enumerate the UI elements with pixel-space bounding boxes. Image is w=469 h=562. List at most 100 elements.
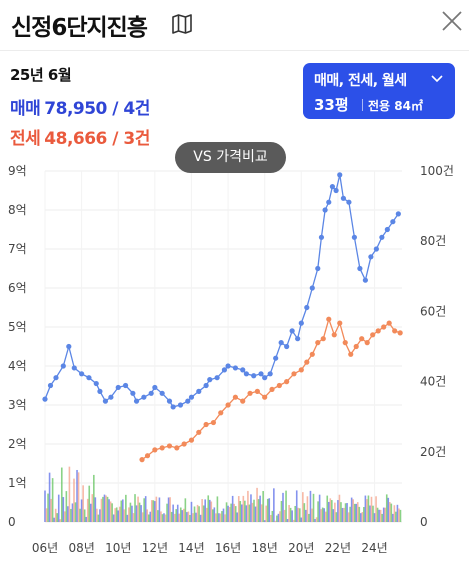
- volume-bar: [308, 513, 310, 522]
- volume-bar: [399, 509, 402, 522]
- trade-price-point: [373, 246, 379, 252]
- volume-bar: [120, 500, 123, 522]
- lease-price-point: [392, 328, 398, 334]
- volume-bar: [266, 498, 269, 522]
- volume-bar: [192, 513, 194, 522]
- volume-bar: [370, 496, 373, 522]
- x-tick-label: 24년: [361, 541, 387, 555]
- area-label: 전용 84㎡: [368, 99, 423, 113]
- volume-bar: [161, 514, 164, 522]
- volume-bar: [318, 494, 321, 522]
- volume-bar: [176, 504, 179, 522]
- volume-bar: [74, 502, 77, 522]
- volume-bar: [251, 502, 254, 522]
- lease-price-point: [232, 394, 238, 400]
- x-tick-label: 16년: [215, 541, 241, 555]
- volume-bar: [70, 508, 72, 522]
- lease-price-point: [240, 398, 246, 404]
- volume-bar: [88, 485, 91, 522]
- y-left-tick-label: 1억: [8, 476, 27, 490]
- trade-price-point: [390, 219, 396, 225]
- volume-bar: [54, 508, 57, 522]
- volume-bar: [332, 509, 335, 522]
- volume-bar: [189, 514, 191, 522]
- volume-bar: [323, 508, 325, 522]
- y-left-tick-label: 2억: [8, 437, 27, 451]
- x-tick-label: 22년: [325, 541, 351, 555]
- volume-bar: [96, 508, 98, 522]
- volume-bar: [350, 497, 353, 522]
- lease-price-point: [284, 379, 290, 385]
- volume-bar: [334, 502, 336, 522]
- header: 신정6단지진흥: [0, 0, 469, 51]
- volume-bar: [147, 514, 150, 522]
- volume-bar: [150, 500, 153, 522]
- volume-bar: [155, 496, 158, 522]
- trade-price-point: [188, 394, 195, 400]
- trade-price-point: [309, 285, 315, 291]
- volume-bar: [294, 505, 297, 522]
- volume-bar: [195, 512, 197, 522]
- volume-bar: [196, 504, 199, 522]
- volume-bar: [126, 514, 129, 522]
- lease-price-point: [304, 359, 310, 365]
- volume-bar: [303, 503, 306, 522]
- volume-bar: [207, 495, 210, 522]
- close-icon[interactable]: [440, 9, 464, 33]
- volume-bar: [208, 499, 211, 522]
- volume-bar: [248, 504, 251, 522]
- lease-price-point: [159, 445, 165, 451]
- y-left-tick-label: 3억: [8, 398, 27, 412]
- volume-bar: [83, 509, 86, 522]
- volume-bar: [329, 498, 332, 522]
- volume-bar: [193, 506, 196, 522]
- volume-bar: [109, 501, 112, 522]
- volume-bar: [143, 498, 145, 522]
- trade-price-point: [262, 375, 268, 381]
- lease-price-point: [144, 453, 151, 459]
- volume-bar: [314, 518, 316, 522]
- map-icon[interactable]: [171, 14, 193, 34]
- trade-price-point: [346, 199, 352, 205]
- volume-bar: [170, 511, 173, 522]
- trade-price-point: [289, 328, 295, 334]
- trade-price-point: [340, 195, 347, 201]
- volume-bar: [289, 507, 292, 522]
- volume-bar: [382, 507, 385, 522]
- selected-date: 25년 6월: [10, 66, 72, 84]
- volume-bar: [396, 504, 399, 522]
- volume-bar: [123, 509, 126, 522]
- lease-price-point: [342, 340, 348, 346]
- trade-price-point: [133, 398, 140, 404]
- volume-bar: [51, 478, 54, 522]
- deal-type-filter-button[interactable]: 매매, 전세, 월세 33평 전용 84㎡: [303, 63, 455, 119]
- pyeong-label: 33평: [314, 96, 349, 114]
- y-right-tick-label: 100건: [420, 164, 454, 178]
- x-tick-label: 18년: [252, 541, 278, 555]
- lease-price-point: [309, 351, 315, 357]
- volume-bar: [59, 519, 62, 522]
- y-right-tick-label: 0: [420, 515, 428, 529]
- y-right-tick-label: 40건: [420, 375, 446, 389]
- volume-bar: [216, 496, 219, 522]
- volume-bar: [233, 503, 235, 522]
- trade-price-point: [115, 384, 121, 391]
- trade-price-point: [93, 380, 99, 387]
- volume-bar: [349, 506, 351, 522]
- trade-price-line: [44, 174, 399, 408]
- volume-bar: [115, 507, 118, 522]
- volume-bar: [245, 505, 248, 522]
- volume-bar: [268, 498, 271, 522]
- volume-bar: [157, 510, 159, 522]
- price-chart[interactable]: 0 1억 2억 3억 4억 5억 6억 7억 8억 9억 06년 08년 10년 12년 14년 16년 18년…: [0, 160, 469, 562]
- lease-price-point: [218, 410, 224, 416]
- volume-bar: [369, 505, 371, 522]
- volume-bar: [50, 498, 52, 522]
- volume-bar: [86, 498, 89, 522]
- volume-bar: [292, 519, 295, 522]
- volume-bar: [376, 507, 379, 522]
- lease-price-point: [139, 457, 145, 463]
- vs-compare-button[interactable]: VS 가격비교: [175, 142, 286, 173]
- volume-bar: [331, 500, 333, 522]
- trade-price-point: [329, 184, 336, 190]
